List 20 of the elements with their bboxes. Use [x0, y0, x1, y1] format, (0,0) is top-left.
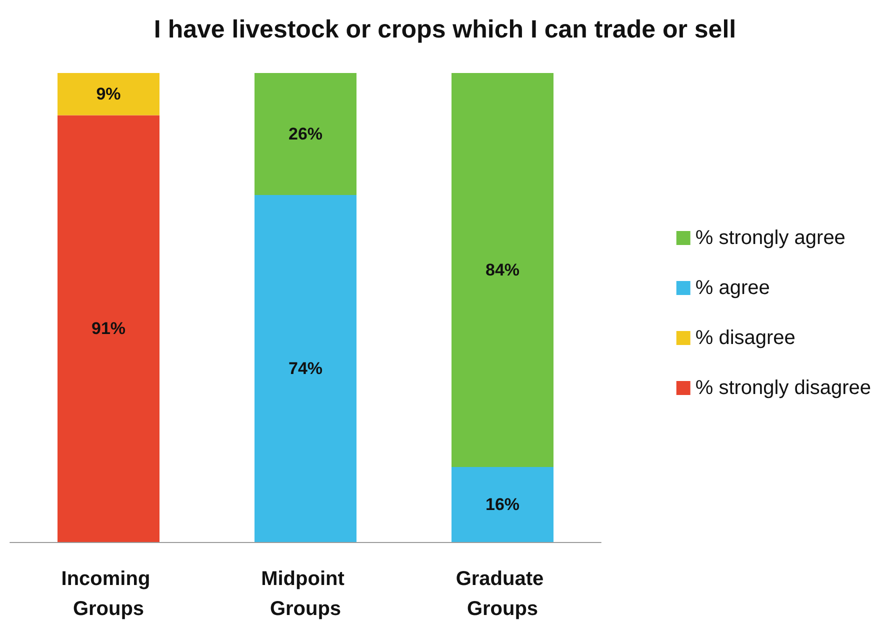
legend-label: % disagree	[695, 327, 796, 349]
bar	[452, 73, 554, 467]
x-tick-label: Midpoint Groups	[261, 568, 350, 620]
data-label: 9%	[96, 84, 121, 104]
x-tick-label: Incoming Groups	[61, 568, 156, 620]
data-label: 26%	[288, 124, 323, 144]
legend-label: % strongly agree	[695, 227, 846, 249]
bar	[58, 115, 160, 542]
data-label: 74%	[288, 358, 323, 378]
data-label: 16%	[485, 494, 520, 514]
bar	[452, 466, 554, 542]
bar	[254, 194, 356, 542]
legend-label: % strongly disagree	[695, 377, 872, 399]
legend-label: % agree	[695, 277, 770, 299]
chart-title: I have livestock or crops which I can trade or sell	[154, 16, 736, 44]
data-label: 84%	[485, 260, 520, 280]
bar	[254, 73, 356, 195]
bar	[58, 73, 160, 116]
x-tick-label: Graduate Groups	[456, 568, 550, 620]
data-label: 91%	[91, 319, 126, 338]
